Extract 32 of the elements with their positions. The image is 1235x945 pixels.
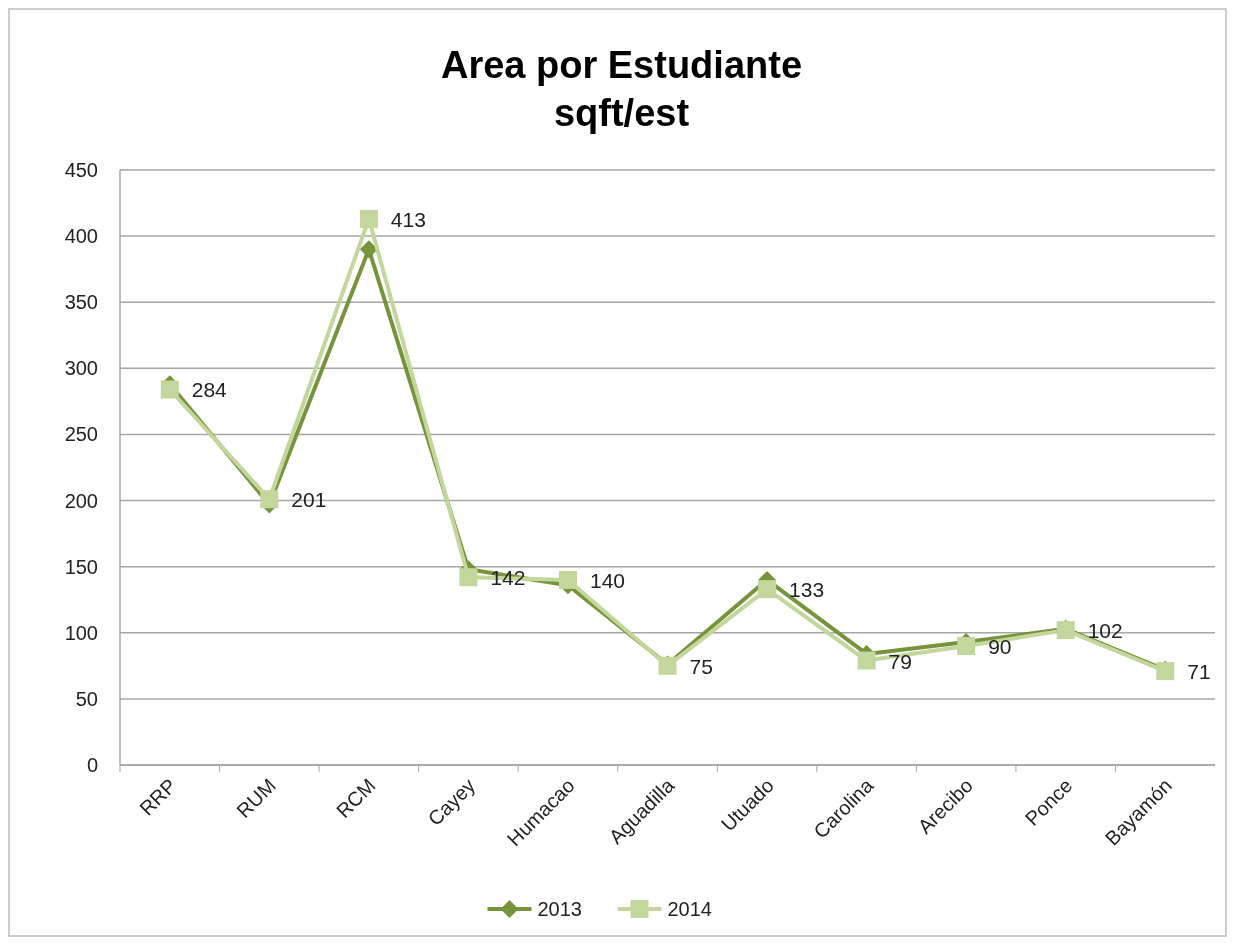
data-label: 102 bbox=[1087, 619, 1123, 643]
point bbox=[260, 490, 279, 509]
y-tick-label: 50 bbox=[75, 687, 98, 710]
y-tick-label: 250 bbox=[64, 423, 98, 446]
data-label: 75 bbox=[689, 654, 713, 678]
data-label: 71 bbox=[1187, 660, 1211, 684]
y-tick-label: 300 bbox=[64, 357, 98, 380]
point bbox=[160, 380, 179, 399]
y-tick-label: 100 bbox=[64, 621, 98, 644]
data-label: 284 bbox=[191, 378, 228, 402]
y-tick-label: 150 bbox=[64, 555, 98, 578]
point bbox=[359, 209, 378, 228]
data-label: 133 bbox=[789, 578, 825, 602]
point bbox=[558, 570, 577, 589]
point bbox=[758, 580, 777, 599]
point bbox=[957, 637, 976, 655]
data-label: 90 bbox=[988, 635, 1012, 658]
point bbox=[359, 240, 378, 259]
point bbox=[459, 568, 478, 587]
legend-label: 2014 bbox=[667, 898, 712, 920]
chart-title: Area por Estudiante sqft/est bbox=[440, 44, 803, 134]
data-label: 413 bbox=[390, 207, 426, 231]
y-tick-label: 400 bbox=[64, 225, 98, 248]
data-label: 79 bbox=[888, 649, 912, 673]
y-tick-label: 450 bbox=[64, 159, 98, 181]
data-label: 140 bbox=[589, 568, 625, 592]
point bbox=[857, 651, 876, 670]
y-tick-label: 350 bbox=[64, 291, 98, 314]
y-tick-label: 0 bbox=[86, 754, 98, 776]
data-label: 201 bbox=[291, 488, 327, 512]
legend-label: 2013 bbox=[537, 898, 582, 920]
y-tick-label: 200 bbox=[64, 489, 98, 512]
